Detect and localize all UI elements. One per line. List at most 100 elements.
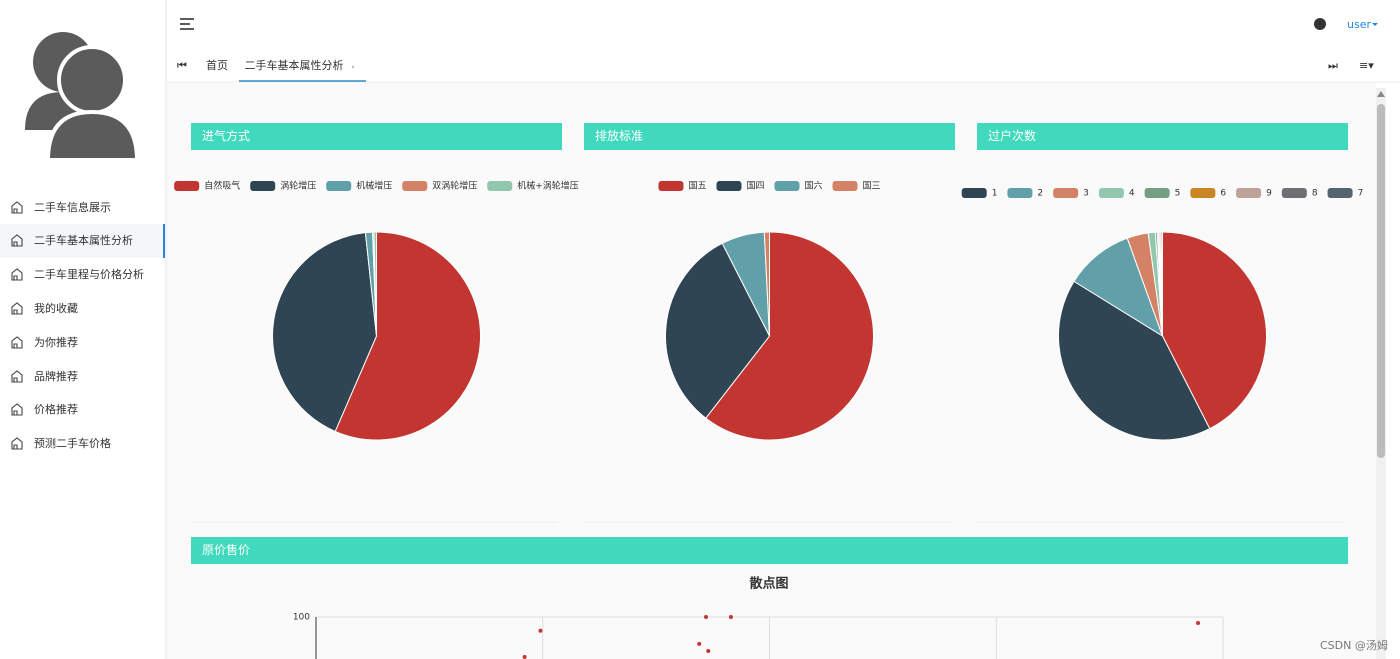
pie-slice <box>334 231 481 441</box>
legend-swatch <box>487 181 513 191</box>
legend-label[interactable]: 4 <box>1129 189 1135 199</box>
legend-label[interactable]: 3 <box>1083 189 1089 199</box>
menu-icon <box>11 437 23 450</box>
legend-swatch <box>1053 188 1079 198</box>
pie-slice <box>272 232 378 433</box>
legend-swatch <box>1190 188 1216 198</box>
scatter-point <box>697 641 702 646</box>
legend-label[interactable]: 国五 <box>688 181 706 192</box>
legend-swatch <box>716 181 742 191</box>
menu-active-bar <box>163 224 165 258</box>
menu-item[interactable]: 我的收藏 <box>34 301 78 315</box>
legend-swatch <box>250 181 276 191</box>
scroll-up[interactable] <box>1377 91 1385 97</box>
legend-label[interactable]: 1 <box>992 189 998 199</box>
watermark: CSDN @汤姆 <box>1320 638 1388 652</box>
avatar <box>25 32 140 162</box>
pie-slice <box>373 231 377 337</box>
menu-icon <box>11 403 23 416</box>
menu-icon <box>11 302 23 315</box>
tab-active[interactable]: 二手车基本属性分析 <box>245 58 344 72</box>
scatter-point <box>538 628 543 633</box>
legend-swatch <box>658 181 684 191</box>
theme-icon[interactable] <box>1314 18 1326 30</box>
scatter-point <box>706 649 711 654</box>
legend-swatch <box>1144 188 1170 198</box>
legend-label[interactable]: 涡轮增压 <box>280 180 316 192</box>
panel-header <box>191 123 562 150</box>
legend-swatch <box>1327 188 1353 198</box>
legend-label[interactable]: 7 <box>1358 189 1364 199</box>
pie-slice <box>705 231 874 441</box>
legend: 自然吸气 涡轮增压 机械增压 双涡轮增压 机械+涡轮增压 <box>174 180 579 192</box>
menu-item[interactable]: 二手车基本属性分析 <box>34 233 133 247</box>
menu-icon <box>11 336 23 349</box>
pie-slice <box>1073 237 1164 338</box>
legend-label[interactable]: 机械+涡轮增压 <box>517 180 579 192</box>
legend-label[interactable]: 8 <box>1312 189 1318 199</box>
legend-swatch <box>961 188 987 198</box>
scatter-point <box>1196 620 1201 625</box>
tab-next[interactable]: ⏭ <box>1328 59 1338 72</box>
menu-toggle[interactable] <box>180 18 194 30</box>
tab-prev[interactable]: ⏮ <box>177 59 187 72</box>
legend-swatch <box>1281 188 1307 198</box>
menu-item[interactable]: 二手车信息展示 <box>34 200 111 214</box>
legend-swatch <box>1098 188 1124 198</box>
menu-item[interactable]: 二手车里程与价格分析 <box>34 267 144 281</box>
tab-menu[interactable]: ≡▾ <box>1359 59 1374 72</box>
user-menu[interactable]: user <box>1347 18 1371 31</box>
legend-label[interactable]: 2 <box>1037 189 1043 199</box>
panel-title: 排放标准 <box>595 128 643 143</box>
legend-label[interactable]: 国三 <box>863 181 881 192</box>
y-tick-label: 100 <box>293 613 310 623</box>
panel-header <box>977 123 1348 150</box>
legend-swatch <box>326 181 352 191</box>
legend-label[interactable]: 6 <box>1220 189 1226 199</box>
menu-icon <box>11 370 23 383</box>
legend-swatch <box>1236 188 1262 198</box>
menu-item[interactable]: 预测二手车价格 <box>34 436 111 450</box>
pie-slice <box>763 231 770 337</box>
scatter-point <box>728 615 733 619</box>
menu-item[interactable]: 为你推荐 <box>34 335 78 349</box>
user-caret <box>1372 23 1378 26</box>
legend: 1 2 3 4 5 6 9 8 7 <box>961 188 1364 199</box>
menu-item[interactable]: 品牌推荐 <box>34 369 78 383</box>
legend-swatch <box>774 181 800 191</box>
pie-slice <box>1058 280 1211 441</box>
tab[interactable]: 首页 <box>206 58 228 72</box>
scatter-point <box>522 655 527 659</box>
tab-close[interactable] <box>351 65 355 69</box>
legend-swatch <box>174 181 200 191</box>
menu-icon <box>11 201 23 214</box>
legend: 国五 国四 国六 国三 <box>658 180 881 192</box>
scatter-point <box>704 615 709 619</box>
legend-label[interactable]: 国四 <box>746 181 764 192</box>
panel-title: 原价售价 <box>202 542 250 557</box>
pie-slice <box>1162 231 1267 430</box>
menu-item[interactable]: 价格推荐 <box>34 402 78 416</box>
legend-label[interactable]: 9 <box>1266 189 1272 199</box>
pie-slice <box>1160 231 1163 337</box>
panel-title: 过户次数 <box>988 128 1036 143</box>
scroll-thumb[interactable] <box>1377 104 1385 458</box>
legend-label[interactable]: 自然吸气 <box>204 180 240 192</box>
menu-active-bg <box>0 224 165 258</box>
legend-label[interactable]: 机械增压 <box>356 180 392 192</box>
legend-label[interactable]: 双涡轮增压 <box>432 180 477 192</box>
panel-header <box>584 123 955 150</box>
legend-label[interactable]: 5 <box>1175 189 1181 199</box>
legend-label[interactable]: 国六 <box>805 180 823 192</box>
legend-swatch <box>402 181 428 191</box>
panel-title: 进气方式 <box>202 128 250 143</box>
pie-slice <box>665 242 771 419</box>
legend-swatch <box>1007 188 1033 198</box>
chart-title: 散点图 <box>749 576 788 592</box>
menu-icon <box>11 268 23 281</box>
menu-icon <box>11 234 23 247</box>
legend-swatch <box>832 181 858 191</box>
panel-header <box>191 537 1348 564</box>
